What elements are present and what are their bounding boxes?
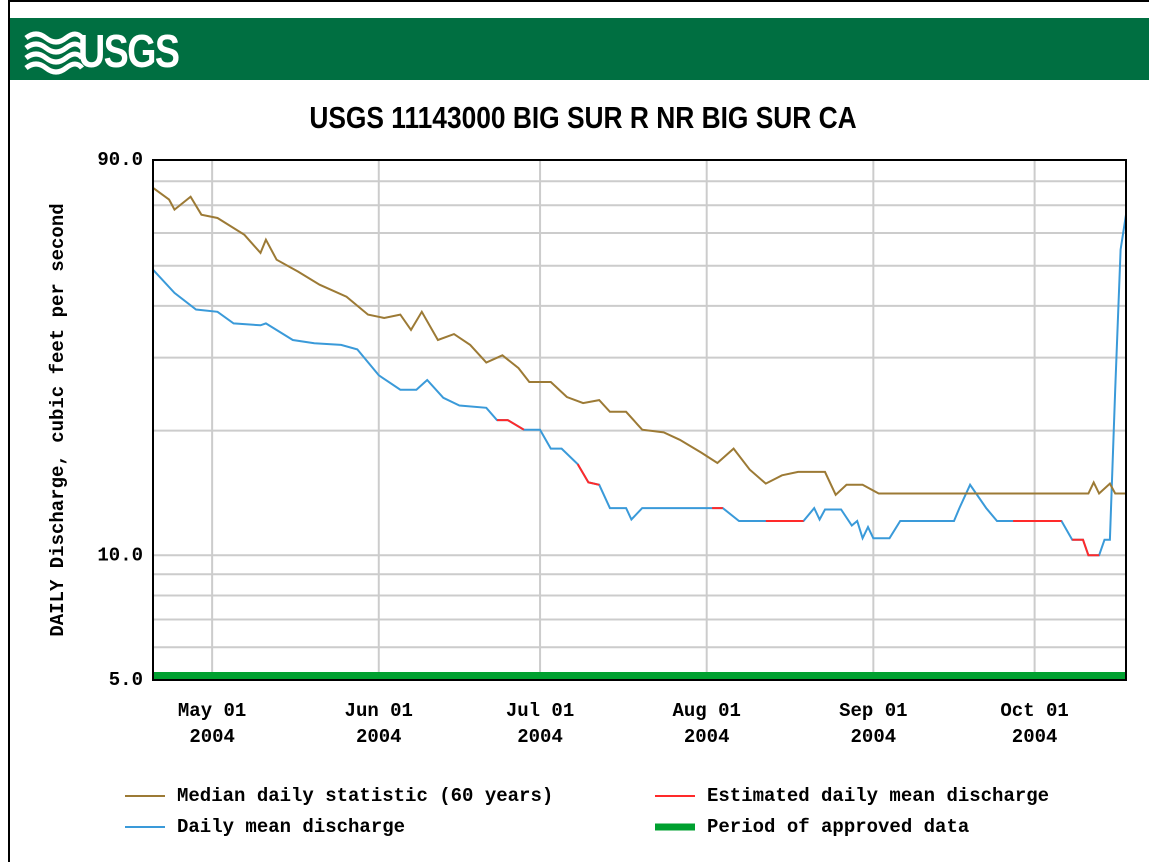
- series-line: [1072, 538, 1100, 557]
- x-tick-label: Sep 01 2004: [839, 700, 908, 748]
- y-tick-label: 5.0: [109, 669, 143, 691]
- legend-label: Estimated daily mean discharge: [707, 785, 1049, 807]
- series-line: [576, 463, 600, 486]
- legend-label: Period of approved data: [707, 816, 969, 838]
- x-tick-label: Jun 01 2004: [344, 700, 413, 748]
- banner: USGS: [10, 18, 1149, 80]
- legend-label: Median daily statistic (60 years): [177, 785, 553, 807]
- logo-text: USGS: [78, 25, 180, 77]
- series-line: [497, 419, 525, 431]
- series-line: [152, 186, 1126, 497]
- frame: [8, 0, 1149, 862]
- y-tick-label: 10.0: [97, 544, 143, 566]
- x-tick-label: Jul 01 2004: [505, 700, 575, 748]
- x-tick-label: Aug 01 2004: [672, 700, 741, 748]
- plot-frame: [152, 159, 1127, 681]
- logo-waves: [24, 31, 84, 75]
- legend-label: Daily mean discharge: [177, 816, 405, 838]
- x-tick-label: May 01 2004: [177, 700, 247, 748]
- series-line: [152, 214, 1127, 557]
- y-axis-label: DAILY Discharge, cubic feet per second: [47, 203, 69, 636]
- chart-title: USGS 11143000 BIG SUR R NR BIG SUR CA: [309, 101, 856, 135]
- y-tick-label: 90.0: [97, 149, 143, 171]
- x-tick-label: Oct 01 2004: [1000, 700, 1069, 748]
